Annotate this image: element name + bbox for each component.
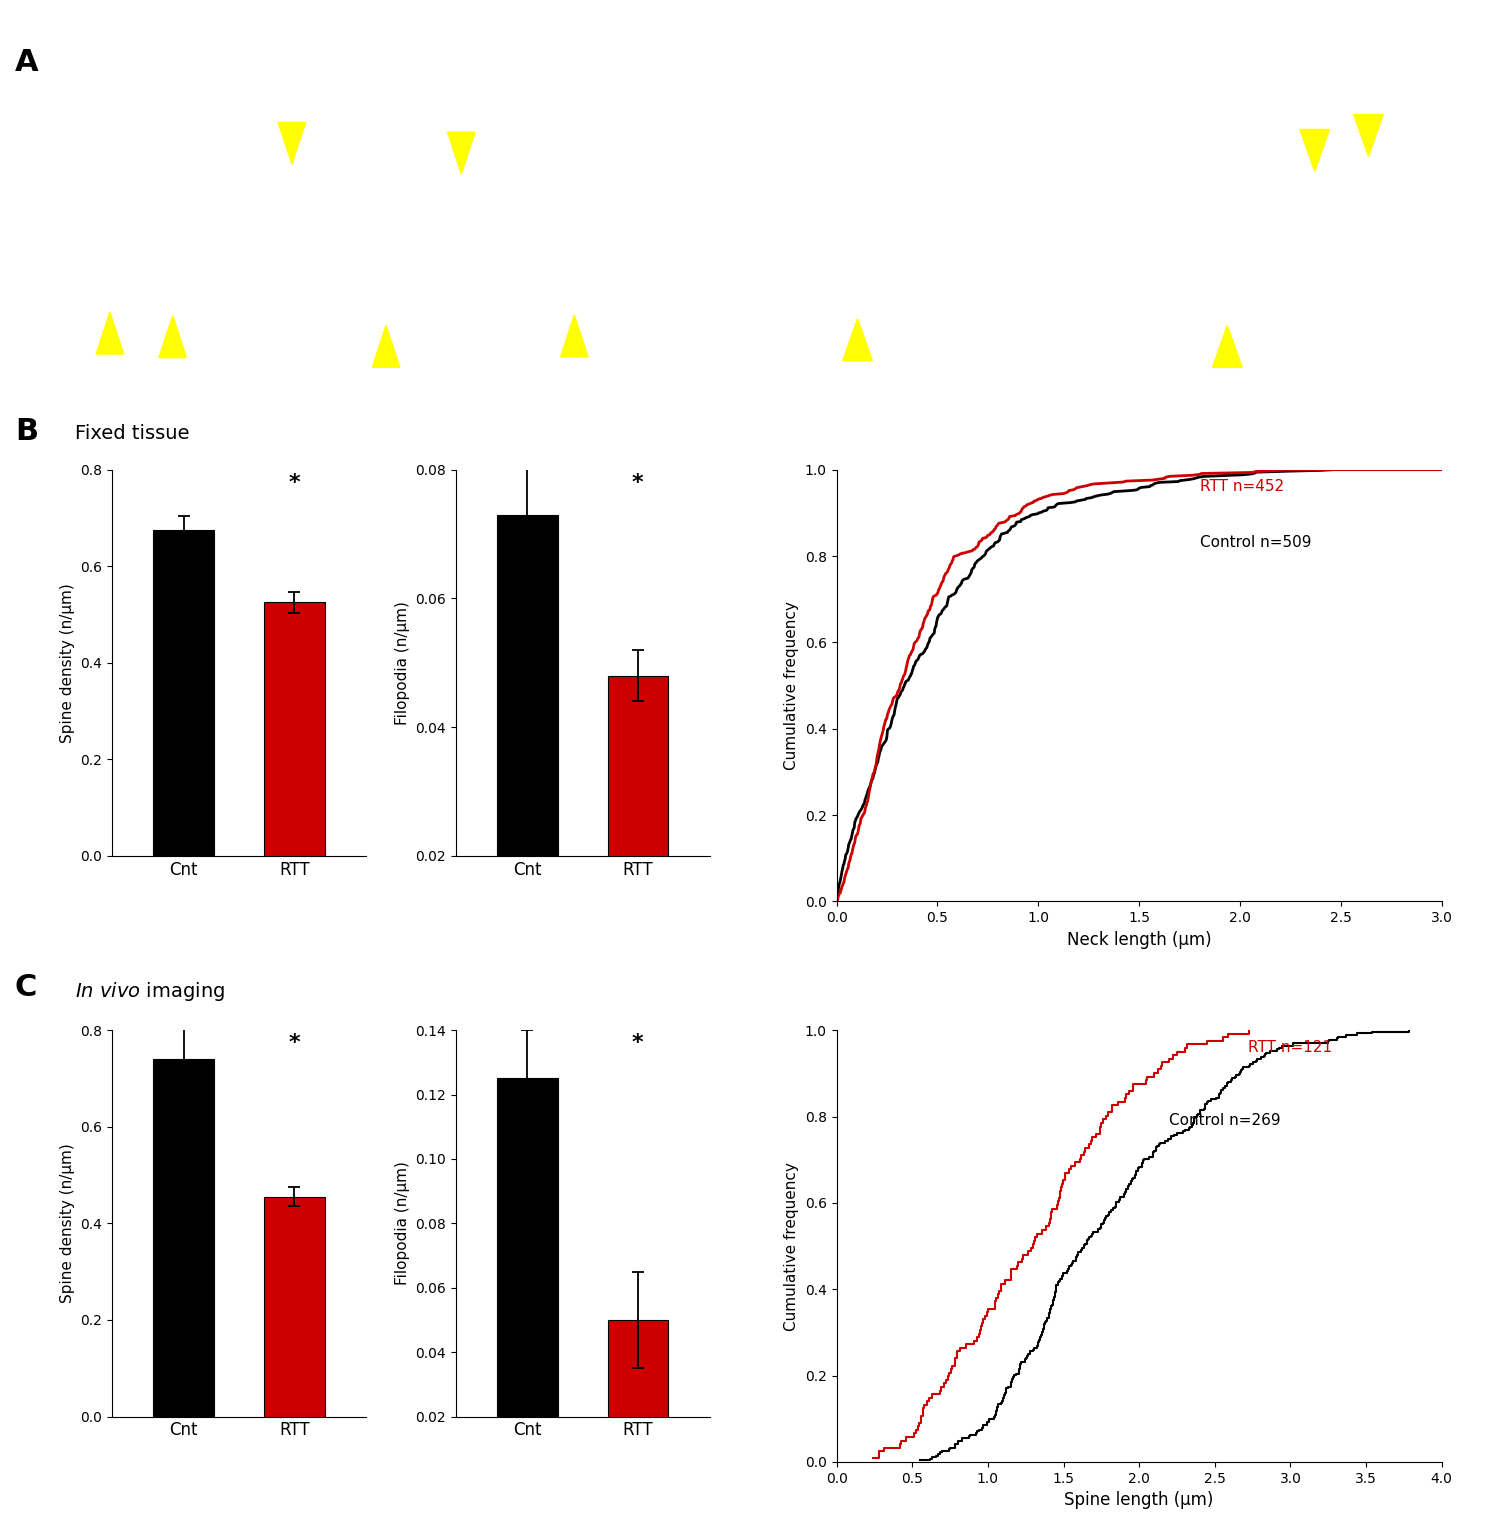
Text: Cnt: Cnt: [69, 98, 99, 114]
Circle shape: [102, 248, 127, 286]
Circle shape: [1106, 180, 1126, 209]
Circle shape: [1337, 186, 1357, 214]
Circle shape: [1307, 282, 1327, 309]
Text: Control n=509: Control n=509: [1200, 535, 1312, 550]
Polygon shape: [1213, 326, 1242, 368]
Bar: [608, 1320, 668, 1482]
Circle shape: [288, 177, 311, 209]
Bar: [154, 1059, 214, 1417]
Circle shape: [965, 176, 986, 205]
Bar: [498, 1079, 557, 1482]
Circle shape: [330, 255, 353, 286]
Text: RTT n=452: RTT n=452: [1200, 479, 1283, 494]
Polygon shape: [560, 315, 589, 358]
Y-axis label: Cumulative frequency: Cumulative frequency: [784, 601, 799, 770]
Polygon shape: [158, 315, 187, 358]
Circle shape: [1074, 295, 1088, 315]
Y-axis label: Cumulative frequency: Cumulative frequency: [784, 1162, 799, 1330]
Circle shape: [1216, 288, 1236, 315]
Circle shape: [521, 165, 535, 186]
Polygon shape: [448, 132, 475, 174]
Text: Fixed tissue: Fixed tissue: [75, 424, 190, 444]
Y-axis label: Filopodia (n/μm): Filopodia (n/μm): [394, 601, 409, 724]
Text: *: *: [632, 473, 644, 492]
Bar: [608, 676, 668, 985]
Polygon shape: [843, 318, 872, 361]
Text: *: *: [288, 1033, 300, 1053]
Polygon shape: [278, 123, 306, 164]
Text: A: A: [15, 48, 39, 77]
Bar: [264, 603, 324, 856]
Text: C: C: [15, 973, 37, 1001]
Text: B: B: [15, 417, 37, 445]
Text: *: *: [632, 1033, 644, 1053]
Circle shape: [490, 285, 514, 321]
Circle shape: [581, 173, 604, 208]
Circle shape: [565, 261, 578, 282]
Y-axis label: Filopodia (n/μm): Filopodia (n/μm): [394, 1162, 409, 1285]
Text: $\it{In}$ $\it{vivo}$ imaging: $\it{In}$ $\it{vivo}$ imaging: [75, 980, 224, 1003]
Polygon shape: [372, 326, 400, 367]
Circle shape: [414, 289, 427, 311]
Y-axis label: Spine density (n/μm): Spine density (n/μm): [60, 583, 75, 742]
Bar: [264, 1197, 324, 1417]
Circle shape: [629, 192, 641, 211]
Circle shape: [847, 188, 871, 221]
X-axis label: Spine length (μm): Spine length (μm): [1065, 1491, 1213, 1509]
X-axis label: Neck length (μm): Neck length (μm): [1067, 930, 1212, 948]
Bar: [154, 530, 214, 856]
Bar: [498, 515, 557, 985]
Polygon shape: [96, 312, 124, 355]
Text: Control n=269: Control n=269: [1170, 1114, 1280, 1129]
Circle shape: [375, 176, 390, 197]
Circle shape: [211, 211, 224, 230]
Circle shape: [444, 197, 463, 226]
Circle shape: [1243, 192, 1256, 211]
Circle shape: [167, 270, 179, 289]
Circle shape: [896, 271, 925, 309]
Circle shape: [142, 174, 169, 212]
Text: MeCP2 KO: MeCP2 KO: [787, 98, 875, 114]
Text: RTT n=121: RTT n=121: [1247, 1039, 1333, 1054]
Polygon shape: [1300, 129, 1330, 171]
Text: *: *: [288, 473, 300, 492]
Circle shape: [239, 267, 258, 295]
Polygon shape: [1354, 115, 1383, 156]
Y-axis label: Spine density (n/μm): Spine density (n/μm): [60, 1144, 75, 1303]
